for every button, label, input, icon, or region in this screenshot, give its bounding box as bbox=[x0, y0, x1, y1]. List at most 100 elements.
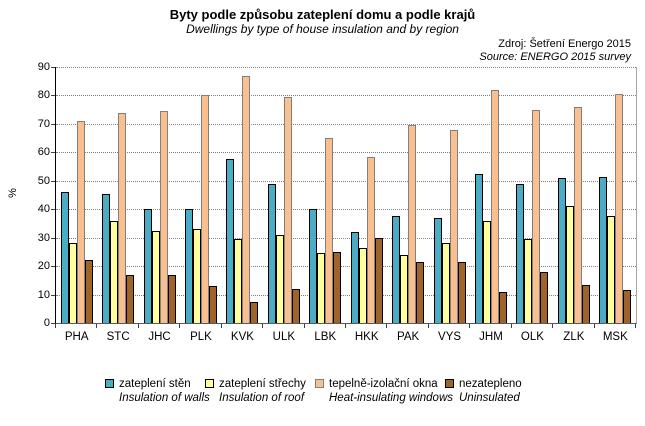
gridline-50 bbox=[56, 180, 636, 182]
x-tick-label-JHM: JHM bbox=[479, 331, 503, 343]
x-tick-mark-4 bbox=[220, 324, 222, 328]
bar-group-STC bbox=[97, 67, 138, 323]
legend-text-en-uninsulated: Uninsulated bbox=[459, 392, 520, 404]
y-tick-mark-0 bbox=[51, 323, 55, 324]
bar-group-VYS bbox=[429, 67, 470, 323]
bar-roof-PHA bbox=[68, 243, 77, 323]
bar-roof-ULK bbox=[275, 234, 284, 323]
x-tick-label-ULK: ULK bbox=[272, 331, 296, 343]
source-line-english: Source: ENERGO 2015 survey bbox=[479, 51, 631, 63]
gridline-10 bbox=[56, 294, 636, 296]
y-tick-mark-10 bbox=[51, 294, 55, 296]
bar-windows-OLK bbox=[532, 109, 541, 323]
bar-group-ULK bbox=[263, 67, 304, 323]
bar-group-MSK bbox=[595, 67, 636, 323]
bar-group-OLK bbox=[512, 67, 553, 323]
bar-uninsulated-LBK bbox=[333, 251, 342, 323]
bar-walls-STC bbox=[102, 193, 111, 323]
x-tick-mark-11 bbox=[510, 324, 512, 328]
x-tick-label-STC: STC bbox=[106, 331, 130, 343]
y-tick-mark-70 bbox=[51, 123, 55, 125]
legend-entry-walls: zateplení stěn Insulation of walls bbox=[105, 377, 210, 405]
bar-walls-MSK bbox=[599, 176, 608, 323]
bar-walls-PAK bbox=[392, 216, 401, 323]
y-axis-labels: 0 10 20 30 40 50 60 70 80 90 bbox=[0, 61, 50, 329]
legend: zateplení stěn Insulation of walls zateple… bbox=[0, 377, 645, 411]
x-tick-mark-5 bbox=[262, 324, 264, 328]
y-tick-label-40: 40 bbox=[37, 203, 50, 216]
gridline-90 bbox=[56, 67, 636, 68]
bar-group-LBK bbox=[305, 67, 346, 323]
legend-label-cs-uninsulated: nezatepleno bbox=[445, 377, 522, 391]
bar-uninsulated-KVK bbox=[250, 301, 259, 323]
gridline-60 bbox=[56, 152, 636, 154]
legend-label-cs-windows: tepelně-izolační okna bbox=[315, 377, 453, 391]
legend-text-en-roof: Insulation of roof bbox=[219, 392, 305, 404]
bar-uninsulated-PLK bbox=[208, 286, 217, 323]
legend-swatch-uninsulated bbox=[445, 379, 454, 388]
legend-text-cs-walls: zateplení stěn bbox=[119, 378, 191, 390]
bar-walls-VYS bbox=[433, 217, 442, 323]
bar-roof-STC bbox=[110, 220, 119, 323]
legend-label-cs-roof: zateplení střechy bbox=[205, 377, 306, 391]
x-axis-labels: PHA STC JHC PLK KVK ULK LBK HKK PAK VYS JHM OLK ZLK M… bbox=[56, 331, 636, 345]
bar-windows-HKK bbox=[366, 156, 375, 323]
bar-uninsulated-JHC bbox=[167, 274, 176, 323]
bar-roof-KVK bbox=[234, 239, 243, 323]
bar-roof-LBK bbox=[317, 253, 326, 323]
y-tick-label-10: 10 bbox=[37, 288, 50, 301]
gridline-30 bbox=[56, 237, 636, 239]
x-tick-label-JHC: JHC bbox=[148, 331, 171, 343]
x-tick-label-PHA: PHA bbox=[64, 331, 89, 343]
bar-group-PLK bbox=[180, 67, 221, 323]
bar-walls-ZLK bbox=[557, 177, 566, 323]
bar-uninsulated-OLK bbox=[540, 271, 549, 323]
legend-text-cs-roof: zateplení střechy bbox=[219, 378, 306, 390]
x-tick-label-VYS: VYS bbox=[438, 331, 462, 343]
bar-windows-ZLK bbox=[573, 106, 582, 323]
y-tick-mark-40 bbox=[51, 209, 55, 211]
x-tick-label-MSK: MSK bbox=[602, 331, 628, 343]
x-tick-mark-9 bbox=[427, 324, 429, 328]
gridline-20 bbox=[56, 266, 636, 268]
bar-walls-HKK bbox=[350, 232, 359, 323]
bar-uninsulated-MSK bbox=[623, 290, 632, 323]
legend-swatch-roof bbox=[205, 379, 214, 388]
legend-text-cs-windows: tepelně-izolační okna bbox=[329, 378, 438, 390]
bar-walls-PHA bbox=[60, 192, 69, 323]
legend-swatch-windows bbox=[315, 379, 324, 388]
x-tick-label-PLK: PLK bbox=[190, 331, 212, 343]
gridline-70 bbox=[56, 123, 636, 125]
bar-windows-PHA bbox=[76, 121, 85, 323]
x-tick-mark-1 bbox=[96, 324, 98, 328]
bar-group-PHA bbox=[56, 67, 97, 323]
source-line-czech: Zdroj: Šetření Energo 2015 bbox=[498, 38, 631, 50]
y-tick-label-70: 70 bbox=[37, 117, 50, 130]
bar-windows-STC bbox=[118, 112, 127, 323]
bar-walls-OLK bbox=[516, 183, 525, 323]
bar-walls-JHM bbox=[474, 173, 483, 323]
x-tick-label-HKK: HKK bbox=[354, 331, 379, 343]
bar-group-JHC bbox=[139, 67, 180, 323]
bar-windows-LBK bbox=[325, 138, 334, 323]
bar-uninsulated-ULK bbox=[291, 288, 300, 323]
y-tick-mark-60 bbox=[51, 152, 55, 154]
legend-swatch-walls bbox=[105, 379, 114, 388]
bar-windows-JHM bbox=[490, 89, 499, 323]
x-tick-label-ZLK: ZLK bbox=[563, 331, 585, 343]
legend-text-en-windows: Heat-insulating windows bbox=[329, 392, 454, 404]
y-tick-mark-30 bbox=[51, 237, 55, 239]
y-axis-title: % bbox=[6, 188, 19, 198]
y-tick-mark-50 bbox=[51, 180, 55, 182]
x-tick-mark-13 bbox=[593, 324, 595, 328]
bar-roof-PLK bbox=[192, 229, 201, 323]
bar-uninsulated-VYS bbox=[457, 261, 466, 323]
bar-windows-VYS bbox=[449, 129, 458, 323]
bar-windows-KVK bbox=[242, 75, 251, 323]
gridline-40 bbox=[56, 209, 636, 211]
y-tick-mark-20 bbox=[51, 266, 55, 268]
bar-walls-LBK bbox=[309, 209, 318, 323]
x-tick-mark-0 bbox=[55, 324, 56, 328]
y-tick-mark-80 bbox=[51, 95, 55, 97]
bar-walls-KVK bbox=[226, 159, 235, 323]
